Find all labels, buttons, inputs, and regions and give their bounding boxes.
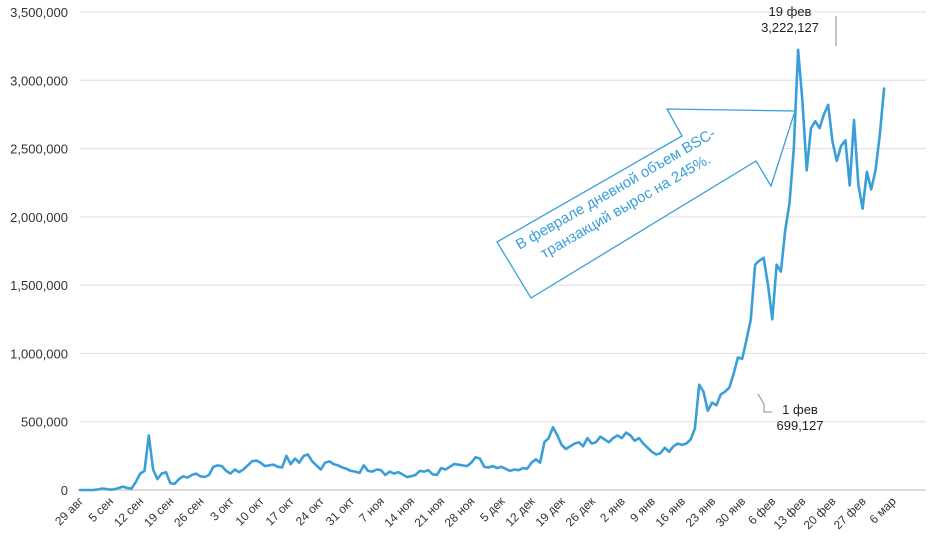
x-tick-label: 23 янв bbox=[683, 494, 718, 529]
feb1-annotation-value: 699,127 bbox=[777, 418, 824, 433]
x-tick-label: 2 янв bbox=[597, 494, 628, 525]
y-tick-label: 500,000 bbox=[21, 415, 68, 430]
x-tick-label: 26 сен bbox=[171, 494, 206, 529]
x-tick-label: 19 сен bbox=[141, 494, 176, 529]
y-tick-label: 3,500,000 bbox=[10, 5, 68, 20]
x-tick-label: 17 окт bbox=[263, 494, 297, 528]
peak-annotation-value: 3,222,127 bbox=[761, 20, 819, 35]
x-tick-label: 24 окт bbox=[293, 494, 327, 528]
callout-arrow: В феврале дневной объем BSC- транзакций … bbox=[496, 108, 796, 299]
y-tick-label: 2,500,000 bbox=[10, 142, 68, 157]
y-tick-label: 1,500,000 bbox=[10, 278, 68, 293]
x-tick-label: 31 окт bbox=[323, 494, 357, 528]
gridlines bbox=[80, 11, 926, 491]
x-tick-label: 29 авг bbox=[52, 494, 86, 528]
y-tick-label: 3,000,000 bbox=[10, 73, 68, 88]
feb1-leader-line bbox=[757, 393, 772, 413]
y-axis-tick-labels: 0 500,000 1,000,000 1,500,000 2,000,000 2,500… bbox=[10, 5, 68, 498]
peak-annotation-label: 19 фев bbox=[769, 4, 812, 19]
x-tick-label: 12 сен bbox=[111, 494, 146, 529]
feb1-annotation-label: 1 фев bbox=[782, 402, 818, 417]
x-tick-label: 26 дек bbox=[563, 494, 599, 530]
x-tick-label: 14 ноя bbox=[382, 494, 418, 530]
x-tick-label: 6 мар bbox=[867, 494, 899, 526]
y-tick-label: 2,000,000 bbox=[10, 210, 68, 225]
y-tick-label: 1,000,000 bbox=[10, 346, 68, 361]
x-tick-label: 20 фев bbox=[801, 494, 839, 532]
x-tick-label: 13 фев bbox=[771, 494, 809, 532]
callout-arrow-shape bbox=[496, 108, 796, 299]
x-tick-label: 10 окт bbox=[233, 494, 267, 528]
y-tick-label: 0 bbox=[61, 483, 68, 498]
x-tick-label: 16 янв bbox=[653, 494, 688, 529]
x-tick-label: 27 фев bbox=[831, 494, 869, 532]
x-tick-label: 28 ноя bbox=[442, 494, 478, 530]
x-tick-label: 30 янв bbox=[713, 494, 748, 529]
x-tick-label: 19 дек bbox=[533, 494, 569, 530]
x-tick-label: 12 дек bbox=[503, 494, 539, 530]
peak-annotation: 19 фев 3,222,127 bbox=[761, 4, 837, 46]
series-line bbox=[78, 48, 886, 492]
x-tick-label: 21 ноя bbox=[412, 494, 448, 530]
feb1-annotation: 1 фев 699,127 bbox=[757, 393, 824, 433]
